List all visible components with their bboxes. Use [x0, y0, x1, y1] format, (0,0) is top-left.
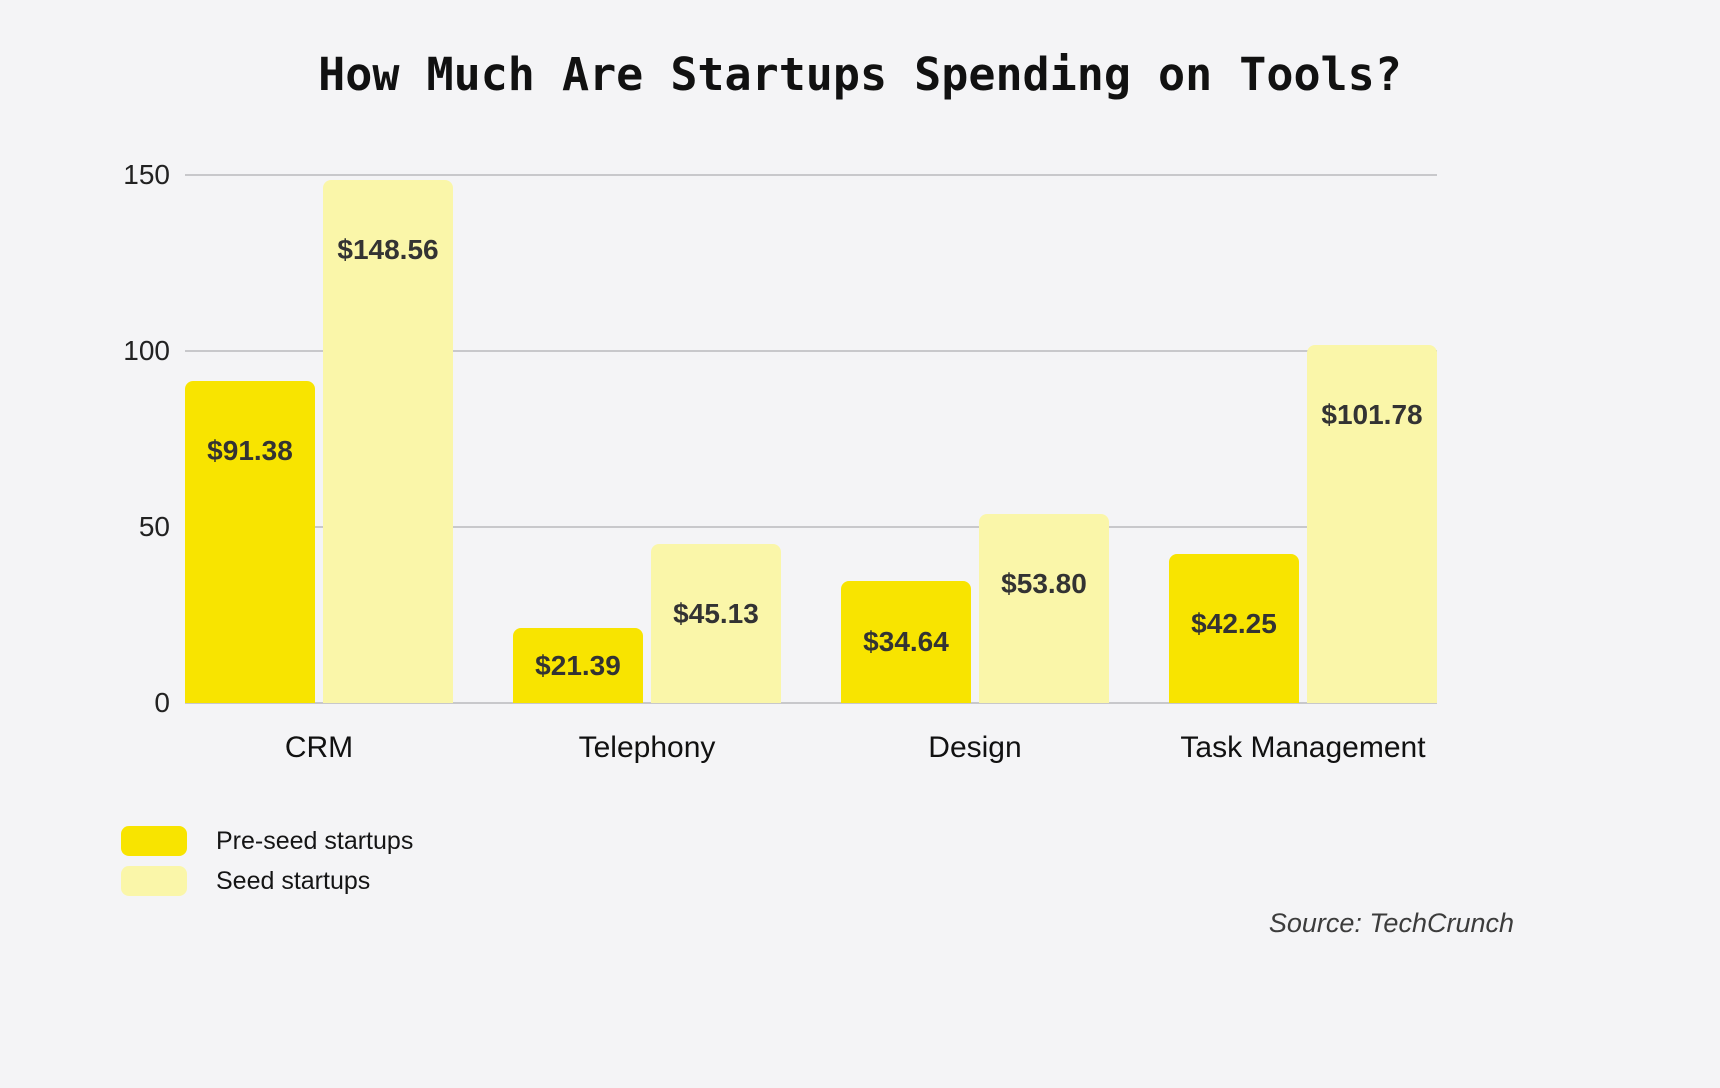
legend-swatch [121, 866, 187, 896]
y-tick-label: 50 [138, 511, 170, 542]
legend-swatch [121, 826, 187, 856]
bar-value-label: $21.39 [535, 650, 621, 681]
legend-item: Seed startups [121, 866, 413, 896]
chart-title: How Much Are Startups Spending on Tools? [318, 48, 1402, 101]
bar-seed-task-management: $101.78 [1307, 345, 1437, 703]
bar-value-label: $53.80 [1001, 568, 1087, 599]
bar-value-label: $148.56 [337, 234, 439, 265]
gridline [185, 174, 1437, 176]
y-tick-label: 150 [123, 159, 170, 190]
y-axis-labels: 0 50 100 150 [70, 159, 170, 718]
bar-group-crm: $91.38 $148.56 CRM [185, 175, 453, 764]
legend-label: Seed startups [216, 866, 371, 895]
bar-preseed-task-management: $42.25 [1169, 554, 1299, 703]
bar-seed-crm: $148.56 [323, 180, 453, 703]
bar-seed-design: $53.80 [979, 514, 1109, 703]
bar-value-label: $91.38 [207, 435, 293, 466]
bar-value-label: $45.13 [673, 598, 759, 629]
category-label: Telephony [578, 731, 716, 764]
bar-group-telephony: $21.39 $45.13 Telephony [513, 175, 781, 764]
bar-preseed-telephony: $21.39 [513, 628, 643, 703]
y-tick-label: 100 [123, 335, 170, 366]
bar-value-label: $34.64 [863, 626, 949, 657]
bar-preseed-crm: $91.38 [185, 381, 315, 703]
category-label: Task Management [1180, 731, 1426, 764]
bar-seed-telephony: $45.13 [651, 544, 781, 703]
bar-preseed-design: $34.64 [841, 581, 971, 703]
category-label: CRM [284, 731, 354, 764]
legend-label: Pre-seed startups [216, 826, 414, 855]
gridline [185, 702, 1437, 704]
bar-value-label: $42.25 [1191, 608, 1277, 639]
bar-groups: $91.38 $148.56 CRM $21.39 $45.13 Telephony $34… [185, 175, 1437, 764]
bar-group-design: $34.64 $53.80 Design [841, 175, 1109, 764]
y-tick-label: 0 [154, 687, 170, 718]
gridline [185, 350, 1437, 352]
category-label: Design [928, 731, 1022, 764]
legend: Pre-seed startups Seed startups [121, 826, 413, 896]
source-text: Source: TechCrunch [1268, 908, 1514, 938]
gridlines [185, 174, 1437, 704]
plot-area: $91.38 $148.56 CRM $21.39 $45.13 Telephony $34… [185, 174, 1437, 764]
legend-item: Pre-seed startups [121, 826, 413, 856]
bar-value-label: $101.78 [1321, 399, 1423, 430]
gridline [185, 526, 1437, 528]
bar-group-task-management: $42.25 $101.78 Task Management [1169, 175, 1437, 764]
